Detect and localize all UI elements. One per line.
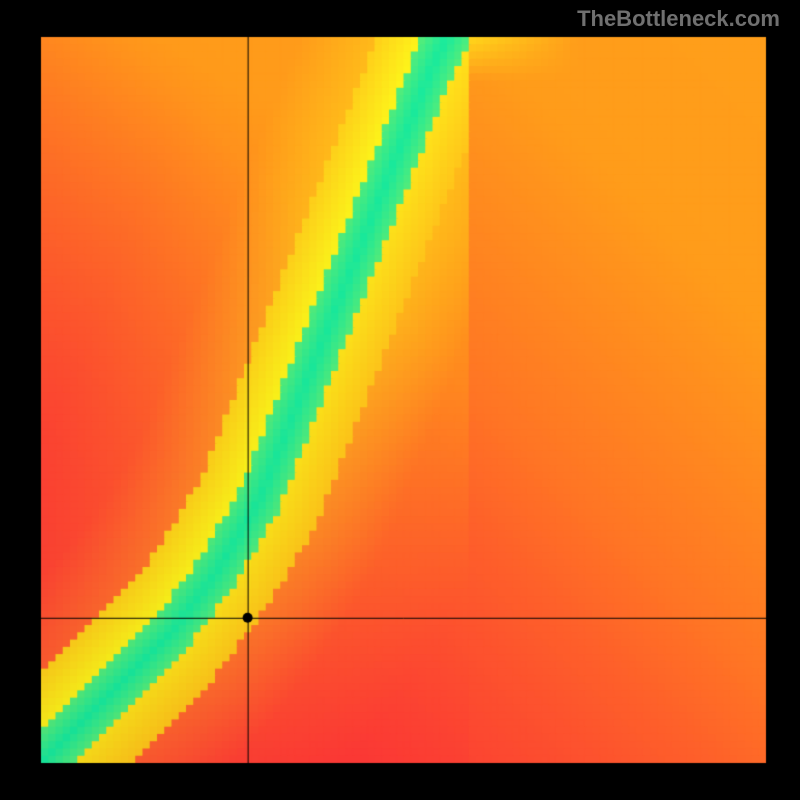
bottleneck-heatmap — [0, 0, 800, 800]
watermark-text: TheBottleneck.com — [577, 6, 780, 32]
